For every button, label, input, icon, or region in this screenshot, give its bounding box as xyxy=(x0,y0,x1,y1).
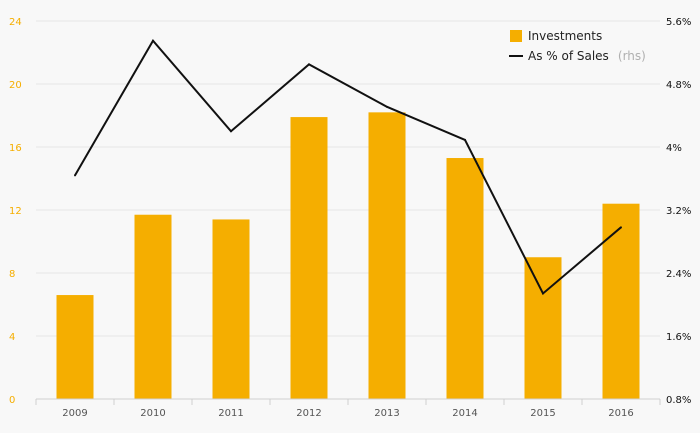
line-point-2015 xyxy=(542,292,544,295)
y-right-tick-label: 4% xyxy=(666,143,682,154)
bar-2009 xyxy=(56,295,94,399)
line-point-2010 xyxy=(152,39,154,42)
x-tick-label-2010: 2010 xyxy=(140,408,165,419)
x-tick-label-2013: 2013 xyxy=(374,408,399,419)
legend-label-sales-pct-note: (rhs) xyxy=(618,49,646,63)
bar-2014 xyxy=(446,158,484,399)
legend: Investments As % of Sales (rhs) xyxy=(509,29,646,64)
y-right-tick-label: 0.8% xyxy=(666,395,691,406)
y-right-tick-label: 4.8% xyxy=(666,80,691,91)
line-point-2014 xyxy=(464,138,466,141)
line-point-2012 xyxy=(308,63,310,66)
y-left-tick-label: 20 xyxy=(9,80,22,91)
bar-2012 xyxy=(290,117,328,399)
y-left-tick-label: 0 xyxy=(9,395,15,406)
x-tick-label-2016: 2016 xyxy=(608,408,633,419)
line-point-2011 xyxy=(230,130,232,133)
line-series-sales-pct xyxy=(74,38,622,296)
axes: 0 0.8% 4 1.6% 8 2.4% 12 3.2% 16 4% 20 4.8% 24 5.6% 200… xyxy=(9,17,691,419)
legend-label-sales-pct: As % of Sales (rhs) xyxy=(528,45,646,64)
legend-label-investments: Investments xyxy=(528,29,602,43)
y-left-tick-label: 12 xyxy=(9,206,22,217)
y-right-tick-label: 5.6% xyxy=(666,17,691,28)
bar-2015 xyxy=(524,257,562,399)
gridlines xyxy=(36,20,660,400)
y-left-tick-label: 4 xyxy=(9,332,15,343)
y-right-tick-label: 2.4% xyxy=(666,269,691,280)
x-tick-label-2014: 2014 xyxy=(452,408,477,419)
line-sales-pct xyxy=(74,38,622,296)
y-left-tick-label: 16 xyxy=(9,143,22,154)
bar-series-investments xyxy=(56,112,640,399)
y-left-tick-label: 24 xyxy=(9,17,22,28)
bar-2010 xyxy=(134,214,172,399)
line-point-2013 xyxy=(386,105,388,108)
bar-2011 xyxy=(212,219,250,399)
y-left-tick-label: 8 xyxy=(9,269,15,280)
y-right-tick-label: 1.6% xyxy=(666,332,691,343)
x-tick-label-2011: 2011 xyxy=(218,408,243,419)
line-point-2016 xyxy=(620,226,622,229)
legend-label-sales-pct-text: As % of Sales xyxy=(528,49,609,63)
y-right-tick-label: 3.2% xyxy=(666,206,691,217)
line-point-2009 xyxy=(74,174,76,177)
legend-swatch-investments xyxy=(510,30,522,42)
x-tick-label-2012: 2012 xyxy=(296,408,321,419)
bar-2013 xyxy=(368,112,406,399)
bar-2016 xyxy=(602,203,640,399)
x-tick-label-2009: 2009 xyxy=(62,408,87,419)
x-tick-label-2015: 2015 xyxy=(530,408,555,419)
